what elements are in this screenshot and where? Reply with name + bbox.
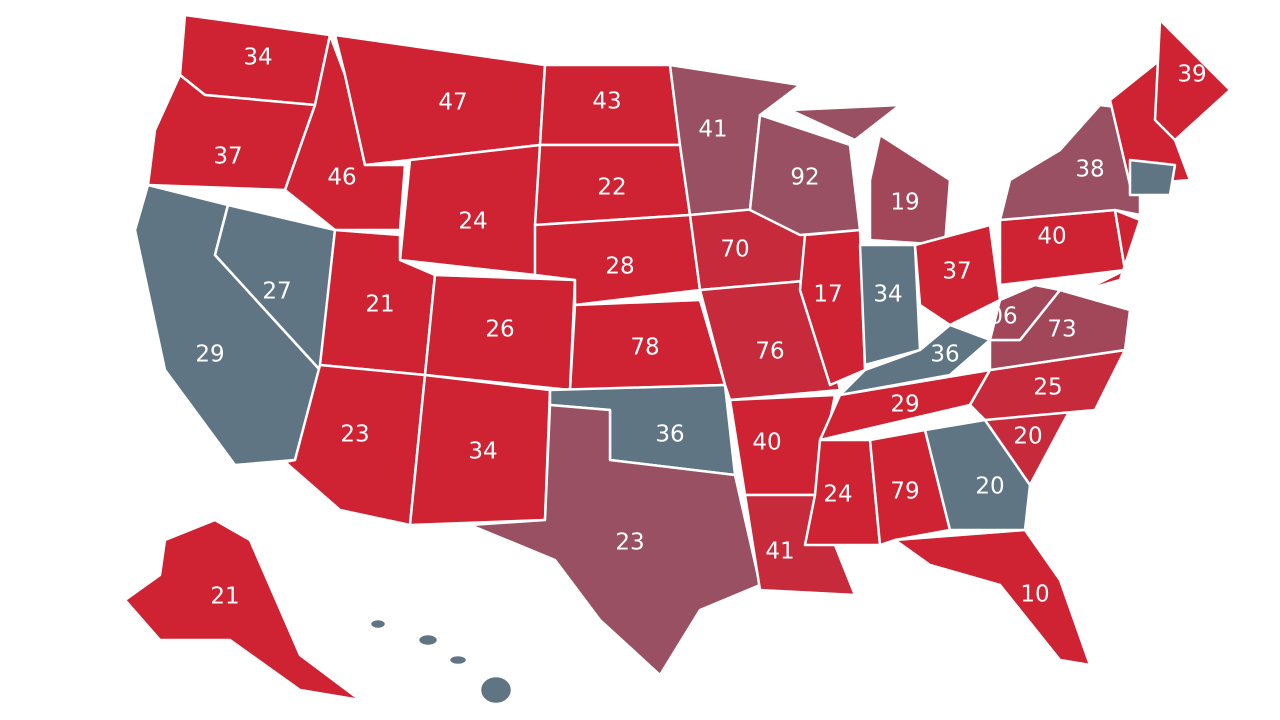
state: 37 (913, 223, 1002, 327)
state-label: 92 (790, 165, 819, 191)
state-shape (893, 528, 1092, 667)
state: 34 (408, 373, 552, 527)
state: 06 (988, 283, 1062, 342)
state-label: 34 (243, 45, 272, 71)
state: 24 (398, 143, 542, 277)
state-shape (798, 228, 867, 387)
state-label: 24 (823, 482, 852, 508)
state-shape (698, 278, 842, 402)
state-label: 70 (720, 237, 749, 263)
state: 39 (1108, 18, 1232, 197)
state-shape (447, 653, 469, 667)
state-label: 73 (1047, 317, 1076, 343)
state-label: 10 (1020, 582, 1049, 608)
state: 37 (146, 73, 317, 192)
state-label: 27 (262, 279, 291, 305)
state: 24 (803, 438, 882, 547)
state-shape (1153, 18, 1232, 142)
state-label: 40 (1037, 224, 1066, 250)
state: 78 (568, 298, 727, 392)
state-shape (868, 133, 952, 247)
state-label: 29 (195, 342, 224, 368)
state-shape (868, 428, 952, 547)
state-shape (803, 438, 882, 547)
state: 43 (538, 63, 682, 147)
state-shape (368, 617, 388, 631)
state-label: 23 (340, 422, 369, 448)
state-shape (416, 632, 440, 648)
state-label: 78 (630, 335, 659, 361)
state-shape (743, 493, 857, 597)
state-label: 36 (655, 422, 684, 448)
state-shape (788, 103, 902, 142)
state-label: 34 (468, 439, 497, 465)
state-label: 46 (327, 165, 356, 191)
state-shape (1083, 208, 1142, 292)
state-label: 47 (438, 90, 467, 116)
state-label: 21 (210, 584, 239, 610)
state: 47 (333, 33, 547, 167)
state-label: 25 (1033, 375, 1062, 401)
state-shape (468, 403, 762, 677)
state: 17 (798, 228, 867, 387)
state: 23 (468, 403, 762, 677)
state-label: 21 (365, 292, 394, 318)
state-label: 41 (698, 117, 727, 143)
state-label: 37 (213, 144, 242, 170)
state-shape (988, 283, 1062, 342)
state: 40 (728, 393, 837, 497)
state-label: 06 (988, 304, 1017, 330)
state: 22 (533, 143, 692, 227)
state: 92 (748, 103, 902, 237)
state: 34 (858, 243, 922, 367)
state-label: 34 (873, 282, 902, 308)
state-label: 79 (890, 479, 919, 505)
state: 21 (123, 518, 362, 702)
state: 10 (893, 528, 1092, 667)
state-label: 19 (890, 190, 919, 216)
state: 40 (998, 208, 1142, 292)
state-label: 37 (942, 259, 971, 285)
state: 19 (868, 133, 952, 247)
state: 76 (698, 278, 842, 402)
state-label: 43 (592, 89, 621, 115)
state-label: 39 (1177, 62, 1206, 88)
state-label: 23 (615, 530, 644, 556)
state: 41 (743, 493, 857, 597)
state-label: 38 (1075, 157, 1104, 183)
state-label: 41 (765, 539, 794, 565)
state-label: 22 (597, 175, 626, 201)
state-shape (478, 674, 514, 706)
state-shape (913, 223, 1002, 327)
state-label: 28 (605, 254, 634, 280)
state-shape (1128, 158, 1177, 197)
state: 26 (423, 273, 577, 392)
state-label: 40 (752, 430, 781, 456)
islands (368, 617, 514, 706)
state-label: 76 (755, 339, 784, 365)
state-label: 24 (458, 209, 487, 235)
state-label: 29 (890, 392, 919, 418)
state-label: 26 (485, 317, 514, 343)
state-shape (1108, 58, 1192, 187)
state-label: 20 (1013, 424, 1042, 450)
state: 79 (868, 428, 952, 547)
state-label: 20 (975, 474, 1004, 500)
state-label: 17 (813, 282, 842, 308)
state-label: 36 (930, 342, 959, 368)
state-shape (123, 518, 362, 702)
